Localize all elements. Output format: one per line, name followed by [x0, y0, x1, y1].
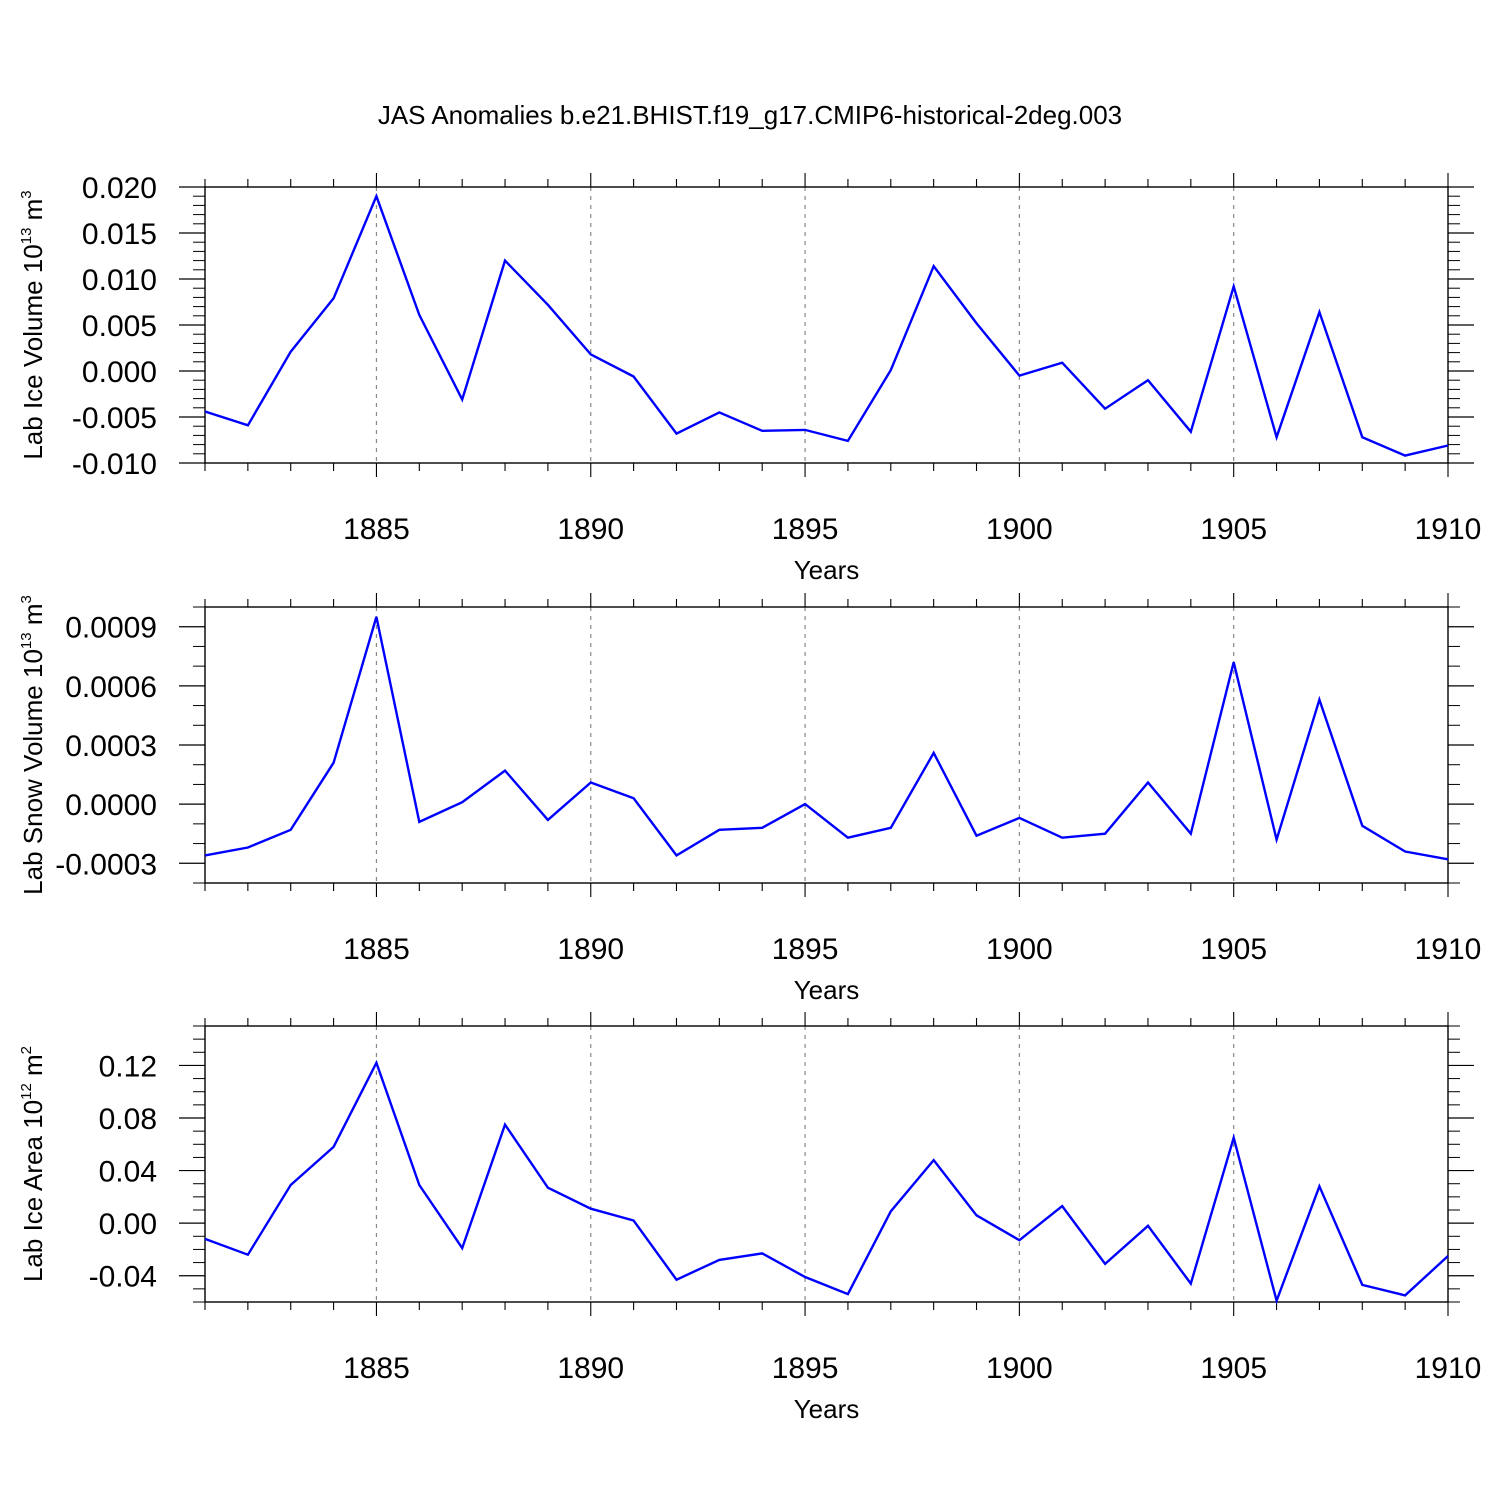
x-tick-label: 1895 — [772, 513, 839, 546]
chart-title: JAS Anomalies b.e21.BHIST.f19_g17.CMIP6-… — [378, 100, 1122, 130]
y-axis-label-exponent: 12 — [18, 1083, 35, 1100]
y-tick-label: 0.08 — [99, 1103, 157, 1136]
y-tick-label: 0.005 — [82, 310, 157, 343]
x-tick-label: 1910 — [1415, 513, 1482, 546]
x-tick-label: 1900 — [986, 513, 1053, 546]
y-tick-label: 0.04 — [99, 1156, 157, 1189]
y-axis-label-exponent: 13 — [18, 228, 35, 245]
panel-2: -0.0003 0.0000 0.0003 0.0006 0.0009 1885 1890 1… — [18, 593, 1481, 1005]
series-line — [204, 1059, 1449, 1305]
y-tick-label: -0.010 — [72, 448, 157, 481]
x-axis-label: Years — [794, 1394, 860, 1424]
y-axis-label: Lab Snow Volume 1013 m3 — [18, 595, 48, 895]
x-tick-label: 1910 — [1415, 1352, 1482, 1385]
y-axis-label-unit-exponent: 2 — [18, 1046, 35, 1054]
y-axis-label-unit-exponent: 3 — [18, 595, 35, 603]
x-tick-label: 1895 — [772, 933, 839, 966]
y-tick-label: 0.12 — [99, 1050, 157, 1083]
panel-3: -0.04 0.00 0.04 0.08 0.12 1885 1890 1895 1900 190… — [18, 1012, 1481, 1424]
plot-frame — [204, 606, 1449, 884]
y-tick-label: 0.0009 — [65, 612, 157, 645]
panel-1: -0.010 -0.005 0.000 0.005 0.010 0.015 0.020 188… — [18, 172, 1481, 585]
plot-frame — [204, 1025, 1449, 1303]
y-axis-label-text: Lab Ice Volume 10 — [18, 244, 48, 459]
x-tick-label: 1900 — [986, 933, 1053, 966]
y-axis-label-unit: m — [18, 199, 48, 228]
x-tick-label: 1890 — [557, 933, 624, 966]
y-tick-label: 0.015 — [82, 218, 157, 251]
x-tick-label: 1905 — [1200, 933, 1267, 966]
y-tick-label: 0.010 — [82, 264, 157, 297]
x-axis-label: Years — [794, 975, 860, 1005]
y-tick-label: 0.0000 — [65, 789, 157, 822]
x-tick-label: 1890 — [557, 1352, 624, 1385]
y-tick-label: -0.04 — [89, 1261, 157, 1294]
x-tick-label: 1890 — [557, 513, 624, 546]
y-tick-label: 0.0006 — [65, 671, 157, 704]
x-tick-label: 1885 — [343, 1352, 410, 1385]
series-line — [204, 192, 1449, 457]
y-tick-label: -0.0003 — [55, 848, 157, 881]
y-tick-label: -0.005 — [72, 402, 157, 435]
y-tick-label: 0.00 — [99, 1208, 157, 1241]
x-tick-label: 1895 — [772, 1352, 839, 1385]
y-axis-label-unit-exponent: 3 — [18, 190, 35, 198]
series-line — [204, 616, 1449, 861]
y-axis-label-text: Lab Ice Area 10 — [18, 1100, 48, 1282]
y-axis-label: Lab Ice Volume 1013 m3 — [18, 190, 48, 459]
x-tick-label: 1900 — [986, 1352, 1053, 1385]
x-tick-label: 1910 — [1415, 933, 1482, 966]
y-axis-label-unit: m — [18, 1054, 48, 1083]
y-axis-label: Lab Ice Area 1012 m2 — [18, 1046, 48, 1282]
x-tick-label: 1885 — [343, 933, 410, 966]
y-axis-label-text: Lab Snow Volume 10 — [18, 649, 48, 895]
panels: -0.010 -0.005 0.000 0.005 0.010 0.015 0.020 188… — [18, 172, 1481, 1424]
y-axis-label-unit: m — [18, 604, 48, 633]
y-tick-label: 0.020 — [82, 172, 157, 205]
x-axis-label: Years — [794, 555, 860, 585]
y-axis-label-exponent: 13 — [18, 632, 35, 649]
y-tick-label: 0.000 — [82, 356, 157, 389]
x-tick-label: 1905 — [1200, 513, 1267, 546]
x-tick-label: 1885 — [343, 513, 410, 546]
x-tick-label: 1905 — [1200, 1352, 1267, 1385]
y-tick-label: 0.0003 — [65, 730, 157, 763]
plot-frame — [204, 186, 1449, 464]
